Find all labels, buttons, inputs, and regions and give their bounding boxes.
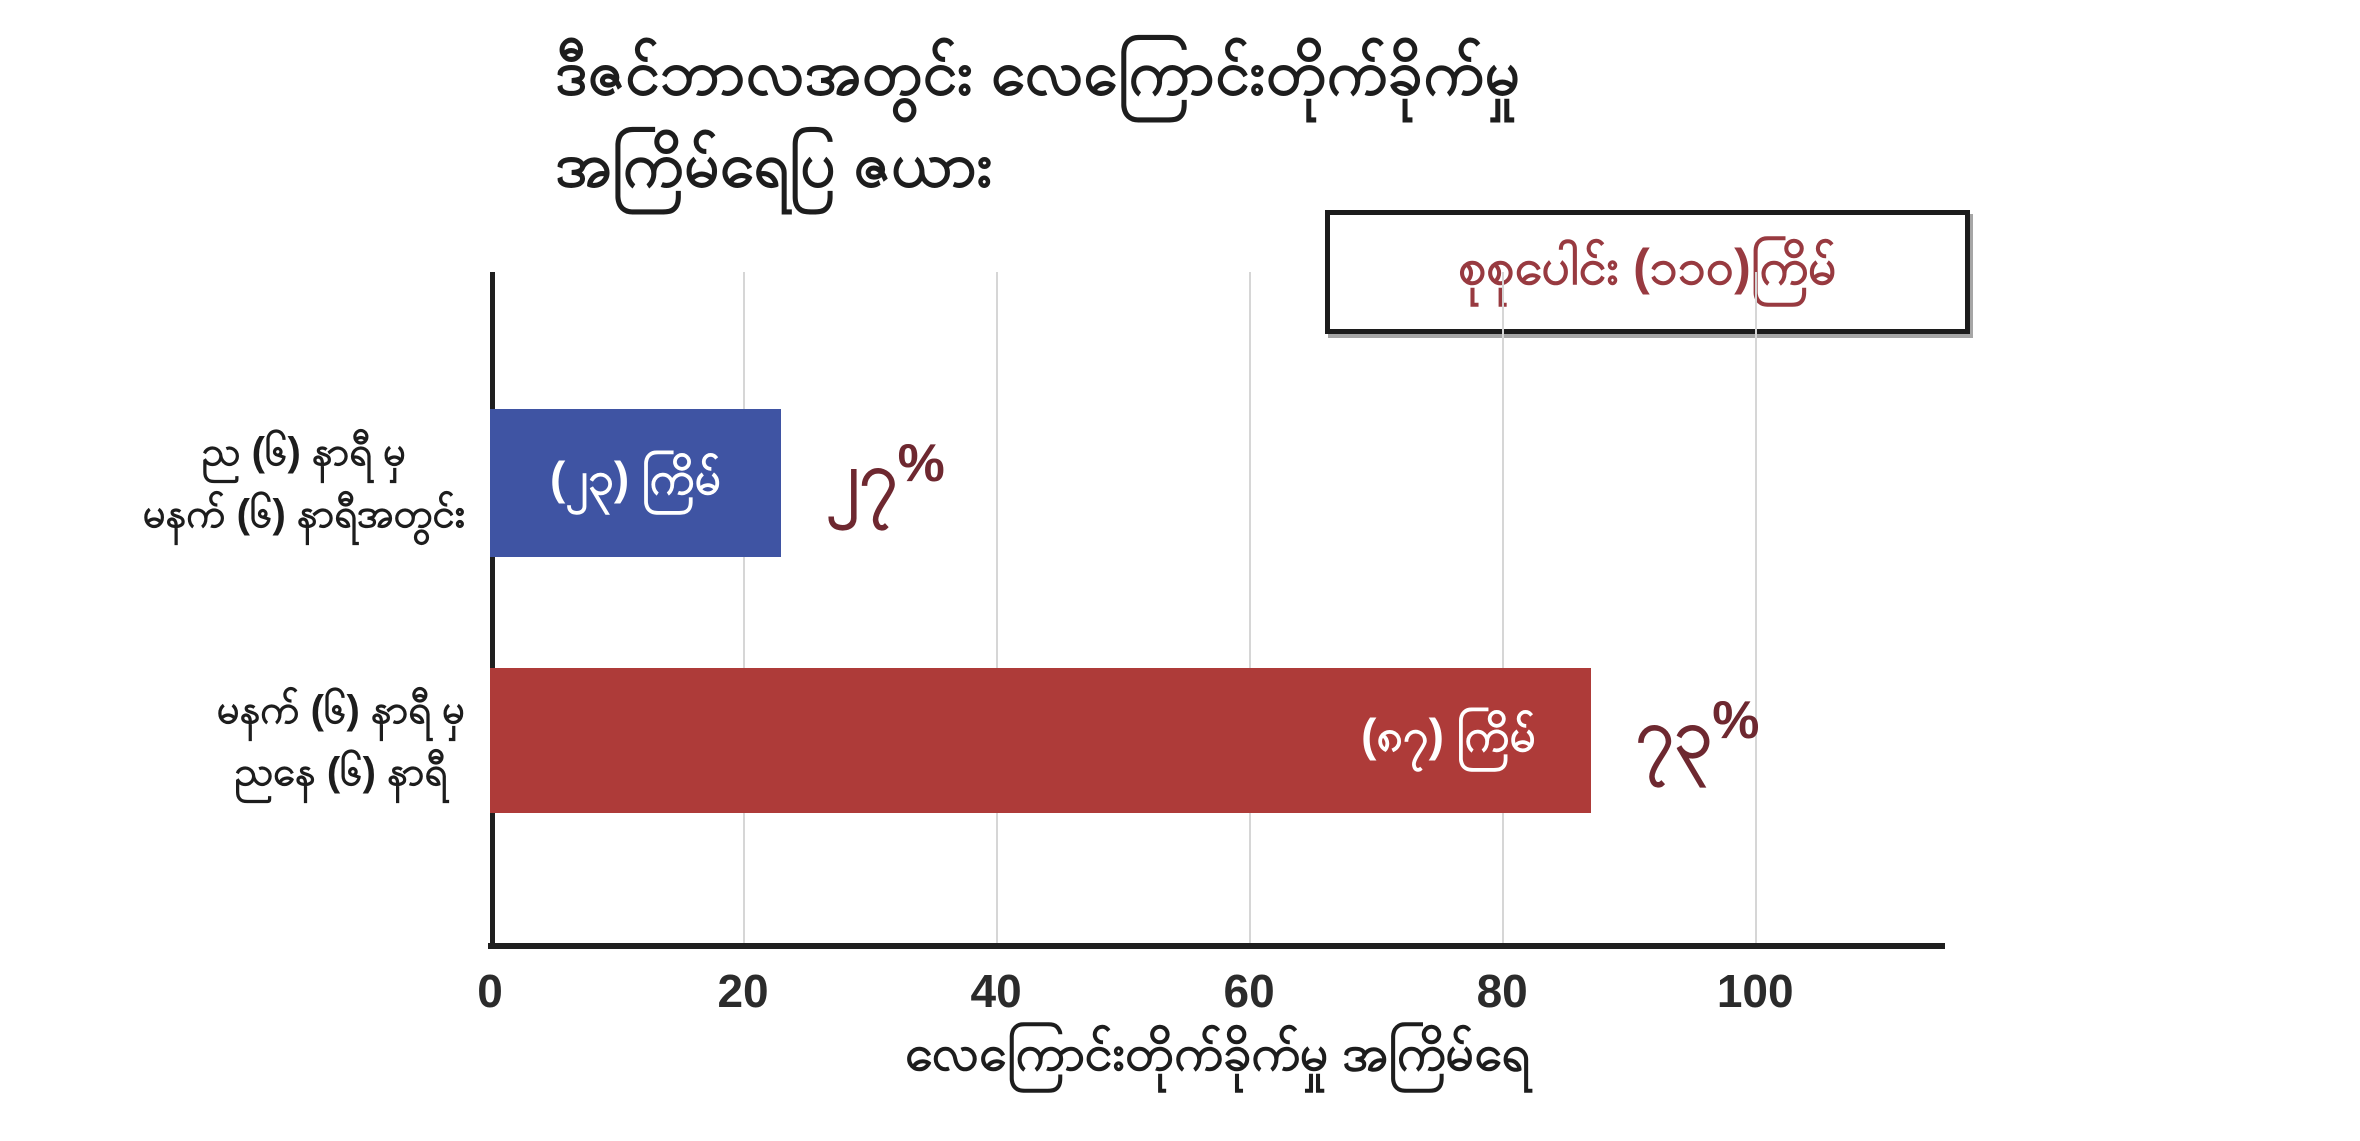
x-tick-label: 20 <box>717 965 769 1017</box>
x-tick-label: 80 <box>1476 965 1528 1017</box>
category-label-night-line1: ည (၆) နာရီ မှ <box>201 430 406 474</box>
x-tick-label: 0 <box>477 965 503 1017</box>
bar-night-count-label: (၂၃) ကြိမ် <box>550 451 721 504</box>
bar-night: (၂၃) ကြိမ် <box>490 409 781 557</box>
bar-row-day: မနက် (၆) နာရီ မှ ညနေ (၆) နာရီ (၈၇) ကြိမ်… <box>217 668 1945 813</box>
category-label-day-line2: ညနေ (၆) နာရီ <box>234 749 448 794</box>
chart-title-line2: အကြိမ်ရေပြ ဇယား <box>555 130 993 200</box>
bar-day-count-label: (၈၇) ကြိမ် <box>1361 709 1536 761</box>
category-label-night: ည (၆) နာရီ မှ မနက် (၆) နာရီအတွင်း <box>143 421 465 545</box>
chart-title-line1: ဒီဇင်ဘာလအတွင်း လေကြောင်းတိုက်ခိုက်မှု <box>555 39 1521 108</box>
bar-night-percent-label: ၂၇% <box>826 433 945 515</box>
y-axis-line <box>490 272 495 946</box>
bar-track: (၂၃) ကြိမ် ၂၇% <box>490 409 1945 557</box>
x-axis-title: လေကြောင်းတိုက်ခိုက်မှု အကြိမ်ရေ <box>904 1025 1531 1081</box>
percent-sign: % <box>897 433 945 493</box>
x-tick-label: 60 <box>1223 965 1275 1017</box>
plot-area: ည (၆) နာရီ မှ မနက် (၆) နာရီအတွင်း (၂၃) က… <box>143 272 1945 1017</box>
x-tick-label: 100 <box>1716 965 1794 1017</box>
category-label-day: မနက် (၆) နာရီ မှ ညနေ (၆) နာရီ <box>217 679 465 803</box>
category-label-night-line2: မနက် (၆) နာရီအတွင်း <box>142 492 465 536</box>
gridline <box>1755 272 1758 946</box>
bar-day: (၈၇) ကြိမ် <box>490 668 1591 813</box>
gridline <box>743 272 746 946</box>
gridline <box>1249 272 1252 946</box>
x-axis-line <box>488 943 1945 949</box>
category-label-day-line1: မနက် (၆) နာရီ မှ <box>216 687 465 732</box>
bar-row-night: ည (၆) နာရီ မှ မနက် (၆) နာရီအတွင်း (၂၃) က… <box>143 409 1945 557</box>
chart-title: ဒီဇင်ဘာလအတွင်း လေကြောင်းတိုက်ခိုက်မှု အက… <box>555 28 1520 212</box>
bar-track: (၈၇) ကြိမ် ၇၃% <box>490 668 1945 813</box>
x-tick-label: 40 <box>970 965 1022 1017</box>
gridline <box>996 272 999 946</box>
bar-day-percent-label: ၇၃% <box>1635 691 1760 772</box>
percent-sign: % <box>1712 691 1760 751</box>
total-badge: စုစုပေါင်း (၁၁၀)ကြိမ် <box>1325 210 1970 334</box>
gridline <box>1502 272 1505 946</box>
